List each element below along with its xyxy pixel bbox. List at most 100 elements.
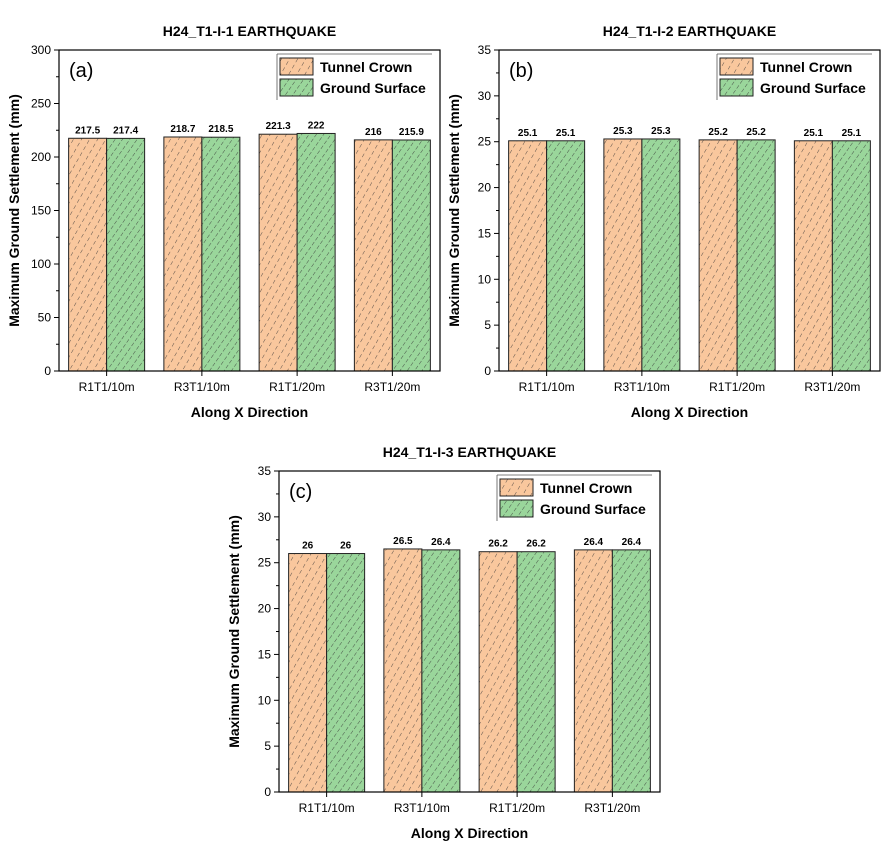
- data-label: 26.2: [488, 539, 508, 550]
- x-axis-label: Along X Direction: [191, 404, 308, 420]
- y-tick-label: 15: [478, 226, 492, 240]
- y-tick-label: 300: [31, 43, 51, 57]
- x-tick-label: R3T1/10m: [394, 801, 450, 815]
- data-label: 215.9: [399, 127, 424, 138]
- bar-ground-surface: [831, 140, 871, 372]
- data-label: 26.4: [622, 537, 642, 548]
- bar-tunnel-crown: [698, 139, 738, 372]
- legend-swatch-tunnel-crown: [279, 57, 314, 76]
- data-label: 217.4: [113, 125, 138, 136]
- legend: Tunnel Crown Ground Surface: [496, 474, 652, 521]
- x-axis-label: Along X Direction: [411, 825, 528, 841]
- y-tick-label: 50: [38, 311, 52, 325]
- x-tick-label: R3T1/20m: [364, 380, 420, 394]
- bar-ground-surface: [296, 132, 336, 372]
- bar-tunnel-crown: [383, 548, 423, 793]
- bar-tunnel-crown: [68, 137, 108, 372]
- x-tick-label: R1T1/20m: [489, 801, 545, 815]
- legend-swatch-tunnel-crown: [499, 478, 534, 497]
- y-tick-label: 10: [258, 693, 272, 707]
- data-label: 26.4: [584, 537, 604, 548]
- data-label: 218.7: [170, 124, 195, 135]
- y-tick-label: 250: [31, 97, 51, 111]
- y-tick-label: 0: [484, 364, 491, 378]
- data-label: 25.1: [556, 128, 576, 139]
- y-tick-label: 200: [31, 150, 51, 164]
- y-tick-label: 5: [264, 739, 271, 753]
- y-tick-label: 100: [31, 257, 51, 271]
- data-label: 221.3: [266, 121, 291, 132]
- y-tick-label: 20: [258, 602, 272, 616]
- x-tick-label: R3T1/10m: [174, 380, 230, 394]
- bar-tunnel-crown: [353, 139, 393, 372]
- data-label: 25.2: [746, 127, 766, 138]
- y-tick-label: 10: [478, 272, 492, 286]
- bar-tunnel-crown: [508, 140, 548, 372]
- panel-label: (c): [289, 481, 312, 503]
- y-tick-label: 35: [478, 43, 492, 57]
- y-tick-label: 150: [31, 204, 51, 218]
- legend: Tunnel Crown Ground Surface: [716, 53, 872, 100]
- y-axis-label: Maximum Ground Settlement (mm): [226, 515, 242, 748]
- bar-ground-surface: [421, 549, 461, 793]
- data-label: 26.2: [526, 539, 546, 550]
- legend-swatch-ground-surface: [279, 78, 314, 97]
- data-label: 25.1: [842, 128, 862, 139]
- y-tick-label: 25: [478, 135, 492, 149]
- bar-tunnel-crown: [163, 136, 203, 372]
- bar-ground-surface: [391, 139, 431, 372]
- data-label: 26.4: [431, 537, 451, 548]
- x-axis-label: Along X Direction: [631, 404, 748, 420]
- x-tick-label: R1T1/20m: [709, 380, 765, 394]
- y-tick-label: 0: [44, 364, 51, 378]
- y-tick-label: 35: [258, 464, 272, 478]
- data-label: 25.3: [651, 126, 671, 137]
- legend-label: Ground Surface: [540, 501, 646, 517]
- x-tick-label: R1T1/20m: [269, 380, 325, 394]
- x-tick-label: R3T1/10m: [614, 380, 670, 394]
- y-tick-label: 30: [478, 89, 492, 103]
- y-tick-label: 30: [258, 510, 272, 524]
- data-label: 26: [340, 541, 352, 552]
- bar-tunnel-crown: [478, 551, 518, 793]
- data-label: 25.3: [613, 126, 633, 137]
- y-tick-label: 20: [478, 181, 492, 195]
- data-label: 26: [302, 541, 314, 552]
- legend-label: Ground Surface: [320, 80, 426, 96]
- bar-ground-surface: [611, 549, 651, 793]
- chart-title: H24_T1-I-3 EARTHQUAKE: [383, 444, 556, 460]
- plot-frame: [498, 49, 881, 372]
- data-label: 25.1: [804, 128, 824, 139]
- data-label: 25.2: [708, 127, 728, 138]
- bar-tunnel-crown: [603, 138, 643, 372]
- bar-ground-surface: [546, 140, 586, 372]
- bar-tunnel-crown: [573, 549, 613, 793]
- chart-panel-2: H24_T1-I-3 EARTHQUAKE 0 5 10 15 20 25 30 35 26 26 R…: [226, 444, 661, 841]
- legend-swatch-ground-surface: [719, 78, 754, 97]
- bar-ground-surface: [641, 138, 681, 372]
- y-tick-label: 15: [258, 647, 272, 661]
- data-label: 26.5: [393, 536, 413, 547]
- legend-label: Tunnel Crown: [760, 59, 852, 75]
- data-label: 25.1: [518, 128, 538, 139]
- x-tick-label: R3T1/20m: [804, 380, 860, 394]
- bar-tunnel-crown: [793, 140, 833, 372]
- bar-ground-surface: [326, 553, 366, 793]
- y-tick-label: 25: [258, 556, 272, 570]
- chart-panel-1: H24_T1-I-2 EARTHQUAKE 0 5 10 15 20 25 30 35 25.1 2…: [446, 23, 881, 420]
- data-label: 217.5: [75, 125, 100, 136]
- bar-tunnel-crown: [288, 553, 328, 793]
- plot-frame: [58, 49, 441, 372]
- data-label: 218.5: [208, 124, 233, 135]
- legend-label: Tunnel Crown: [540, 480, 632, 496]
- y-axis-label: Maximum Ground Settlement (mm): [446, 94, 462, 327]
- bar-tunnel-crown: [258, 133, 298, 372]
- x-tick-label: R1T1/10m: [79, 380, 135, 394]
- chart-title: H24_T1-I-2 EARTHQUAKE: [603, 23, 776, 39]
- y-tick-label: 0: [264, 785, 271, 799]
- chart-panel-0: H24_T1-I-1 EARTHQUAKE 0 50 100 150 200 250 300 2…: [6, 23, 441, 420]
- bar-ground-surface: [201, 136, 241, 372]
- panel-label: (a): [69, 60, 93, 82]
- chart-title: H24_T1-I-1 EARTHQUAKE: [163, 23, 336, 39]
